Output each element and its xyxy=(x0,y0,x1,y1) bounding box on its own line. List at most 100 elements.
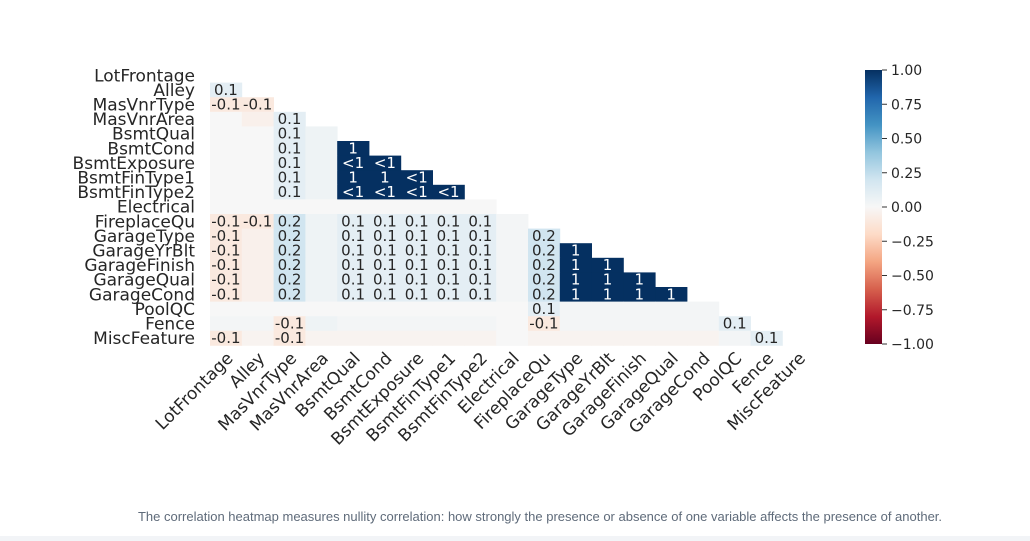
heatmap-cell xyxy=(210,97,243,113)
heatmap-cell xyxy=(337,170,370,186)
heatmap-cell xyxy=(210,155,243,171)
cell-value-label: -0.1 xyxy=(211,271,240,289)
colorbar-tick-label: 0.00 xyxy=(891,200,922,216)
cell-value-label: 1 xyxy=(571,256,581,274)
heatmap-cell xyxy=(241,141,274,156)
cell-value-label: 0.1 xyxy=(437,242,461,260)
heatmap-cell xyxy=(559,287,592,302)
heatmap-cell xyxy=(273,257,306,273)
cell-value-label: 0.1 xyxy=(532,300,556,318)
heatmap-cell xyxy=(623,330,656,346)
heatmap-cell xyxy=(559,316,592,332)
heatmap-cell xyxy=(432,184,465,200)
heatmap-cell xyxy=(432,272,465,288)
heatmap-cell xyxy=(337,257,370,273)
heatmap-cell xyxy=(210,199,243,215)
heatmap-cell xyxy=(400,316,433,332)
heatmap-cell xyxy=(273,301,306,317)
heatmap-cell xyxy=(305,257,338,273)
cell-value-label: <1 xyxy=(374,183,396,201)
heatmap-cell xyxy=(337,141,370,156)
heatmap-cell xyxy=(273,199,306,215)
heatmap-cell xyxy=(655,316,688,332)
heatmap-cell xyxy=(337,316,370,332)
heatmap-cell xyxy=(400,243,433,259)
cell-value-label: 0.1 xyxy=(437,227,461,245)
cell-value-label: 0.1 xyxy=(468,256,492,274)
heatmap-cell xyxy=(241,330,274,346)
colorbar-tick-label: 0.25 xyxy=(891,166,922,182)
heatmap-cell xyxy=(273,330,306,346)
colorbar-tick-label: −0.25 xyxy=(891,234,934,250)
heatmap-cell xyxy=(210,214,243,229)
cell-value-label: -0.1 xyxy=(211,329,240,347)
heatmap-cell xyxy=(400,301,433,317)
cell-value-label: 0.2 xyxy=(278,242,302,260)
cell-value-label: -0.1 xyxy=(243,212,272,230)
cell-value-label: -0.1 xyxy=(243,96,272,114)
heatmap-cell xyxy=(241,170,274,186)
heatmap-cell xyxy=(718,316,751,332)
heatmap-cell xyxy=(273,272,306,288)
heatmap-cell xyxy=(210,287,243,302)
cell-value-label: 0.2 xyxy=(532,227,556,245)
heatmap-cell xyxy=(687,330,720,346)
heatmap-cell xyxy=(464,214,497,229)
heatmap-cell xyxy=(464,316,497,332)
row-label: Alley xyxy=(153,81,195,101)
heatmap-cell xyxy=(273,184,306,200)
heatmap-cell xyxy=(369,243,402,259)
heatmap-cell xyxy=(337,301,370,317)
heatmap-cell xyxy=(305,170,338,186)
heatmap-cell xyxy=(559,243,592,259)
heatmap-cell xyxy=(528,228,561,244)
heatmap-cell xyxy=(369,301,402,317)
heatmap-cell xyxy=(305,330,338,346)
cell-value-label: 0.2 xyxy=(278,227,302,245)
heatmap-cell xyxy=(305,126,338,142)
cell-value-label: -0.1 xyxy=(211,227,240,245)
heatmap-cell xyxy=(369,330,402,346)
cell-value-label: 0.1 xyxy=(373,212,397,230)
cell-value-label: 1 xyxy=(571,285,581,303)
cell-value-label: 0.1 xyxy=(341,256,365,274)
cell-value-label: 0.2 xyxy=(278,212,302,230)
cell-value-label: 0.1 xyxy=(278,110,302,128)
heatmap-cell xyxy=(273,287,306,302)
heatmap-cell xyxy=(464,330,497,346)
heatmap-cell xyxy=(400,257,433,273)
cell-value-label: -0.1 xyxy=(211,256,240,274)
heatmap-cell xyxy=(305,214,338,229)
cell-value-label: 0.1 xyxy=(437,212,461,230)
heatmap-cell xyxy=(464,272,497,288)
heatmap-cell xyxy=(400,228,433,244)
heatmap-cell xyxy=(210,243,243,259)
heatmap-cell xyxy=(305,316,338,332)
heatmap-cell xyxy=(496,257,529,273)
nullity-correlation-heatmap: 0.1 -0.1 -0.1 0.1 0.1 0.1 1 0.1 <1 <1 0.1 1 1 <1 0.1 <1… xyxy=(73,63,934,450)
heatmap-cell xyxy=(528,243,561,259)
cell-value-label: 0.1 xyxy=(341,227,365,245)
cell-value-label: 0.1 xyxy=(437,256,461,274)
heatmap-cell xyxy=(305,228,338,244)
colorbar-gradient xyxy=(865,70,882,344)
cell-value-label: -0.1 xyxy=(211,242,240,260)
heatmap-cell xyxy=(369,199,402,215)
cell-value-label: 0.1 xyxy=(405,256,429,274)
heatmap-cell xyxy=(464,257,497,273)
heatmap-cells xyxy=(210,82,783,346)
heatmap-cell xyxy=(210,257,243,273)
heatmap-cell xyxy=(273,141,306,156)
row-label: MasVnrArea xyxy=(93,110,195,130)
cell-value-label: -0.1 xyxy=(211,96,240,114)
heatmap-cell xyxy=(432,228,465,244)
heatmap-cell xyxy=(750,330,783,346)
cell-value-label: 1 xyxy=(635,271,645,289)
heatmap-cell xyxy=(400,170,433,186)
heatmap-cell xyxy=(305,199,338,215)
heatmap-cell xyxy=(273,170,306,186)
cell-value-label: 0.2 xyxy=(532,242,556,260)
cell-value-label: 1 xyxy=(635,285,645,303)
heatmap-cell xyxy=(241,257,274,273)
heatmap-cell xyxy=(559,272,592,288)
